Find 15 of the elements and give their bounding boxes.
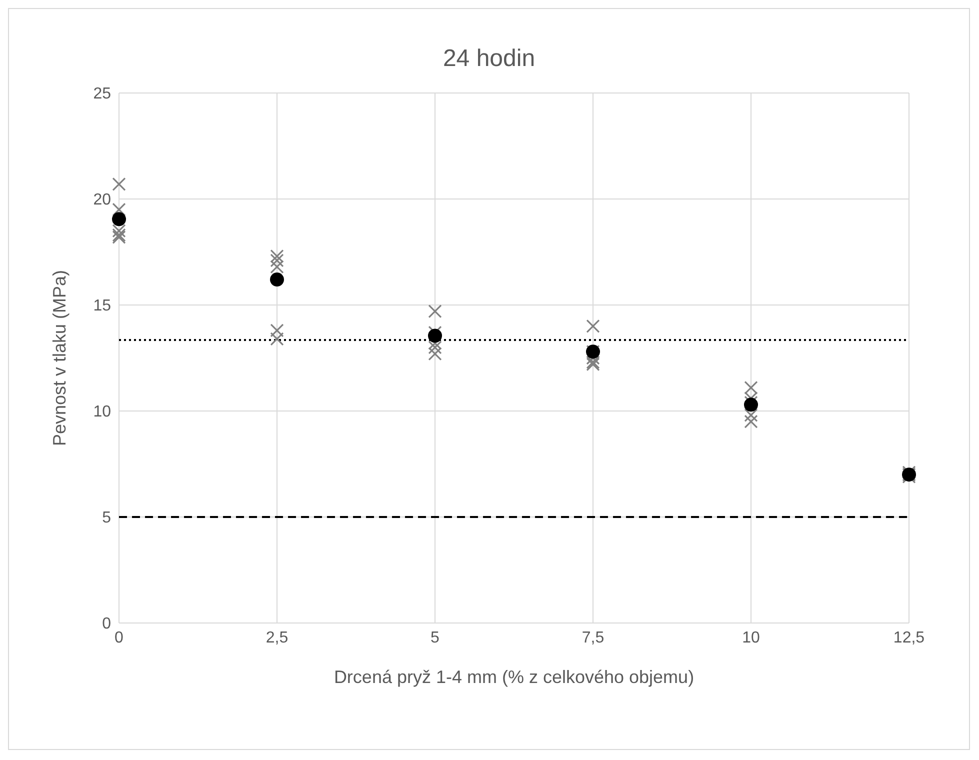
y-tick-label: 0 (102, 616, 112, 633)
y-tick-label: 15 (93, 298, 112, 315)
y-tick-label: 20 (93, 192, 112, 209)
x-tick-label: 12,5 (893, 629, 925, 646)
x-tick-label: 2,5 (266, 629, 288, 646)
y-tick-label: 10 (93, 404, 112, 421)
x-axis-title: Drcená pryž 1-4 mm (% z celkového objemu) (334, 667, 694, 687)
x-tick-label: 5 (430, 629, 440, 646)
x-tick-label: 10 (742, 629, 760, 646)
chart-title: 24 hodin (442, 45, 536, 73)
y-tick-label: 25 (93, 86, 112, 103)
y-tick-label: 5 (102, 510, 112, 527)
y-axis-title: Pevnost v tlaku (MPa) (49, 270, 70, 446)
x-tick-label: 7,5 (582, 629, 604, 646)
x-tick-label: 0 (114, 629, 124, 646)
